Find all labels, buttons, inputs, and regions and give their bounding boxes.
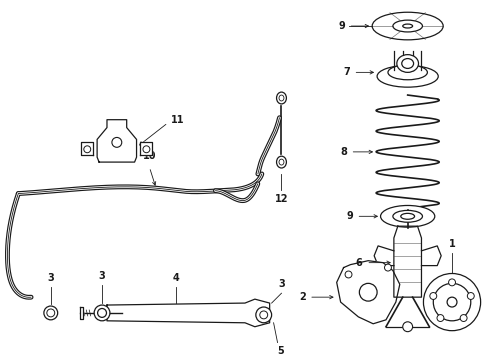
Text: 6: 6 <box>356 258 362 267</box>
Polygon shape <box>394 226 421 297</box>
Ellipse shape <box>143 146 150 153</box>
Text: 11: 11 <box>171 115 185 125</box>
Ellipse shape <box>359 283 377 301</box>
Text: 7: 7 <box>344 67 350 77</box>
Text: 3: 3 <box>278 279 285 289</box>
Ellipse shape <box>279 159 284 165</box>
Text: 3: 3 <box>98 271 105 282</box>
Ellipse shape <box>401 213 415 219</box>
Ellipse shape <box>47 309 55 317</box>
Text: 8: 8 <box>341 147 347 157</box>
Text: 5: 5 <box>277 346 284 356</box>
Text: 10: 10 <box>143 151 156 161</box>
Ellipse shape <box>393 210 422 222</box>
Ellipse shape <box>44 306 58 320</box>
Ellipse shape <box>467 293 474 300</box>
Text: 2: 2 <box>299 292 306 302</box>
Polygon shape <box>80 307 83 319</box>
Ellipse shape <box>84 146 91 153</box>
Ellipse shape <box>448 279 456 286</box>
Ellipse shape <box>377 66 438 87</box>
Polygon shape <box>81 142 93 155</box>
Polygon shape <box>337 261 400 324</box>
Ellipse shape <box>385 264 392 271</box>
Ellipse shape <box>279 95 284 101</box>
Text: 12: 12 <box>275 194 288 204</box>
Ellipse shape <box>372 12 443 40</box>
Ellipse shape <box>388 65 427 80</box>
Ellipse shape <box>447 297 457 307</box>
Ellipse shape <box>403 24 413 28</box>
Ellipse shape <box>98 309 106 318</box>
Ellipse shape <box>260 311 268 319</box>
Text: 4: 4 <box>172 273 179 283</box>
Ellipse shape <box>381 206 435 227</box>
Polygon shape <box>107 299 270 327</box>
Polygon shape <box>97 120 137 162</box>
Ellipse shape <box>423 274 481 331</box>
Ellipse shape <box>276 156 287 168</box>
Ellipse shape <box>276 92 287 104</box>
Ellipse shape <box>345 271 352 278</box>
Ellipse shape <box>437 315 444 321</box>
Ellipse shape <box>397 55 418 72</box>
Ellipse shape <box>393 20 422 32</box>
Polygon shape <box>141 142 152 155</box>
Ellipse shape <box>112 138 122 147</box>
Ellipse shape <box>94 305 110 321</box>
Ellipse shape <box>402 59 414 68</box>
Ellipse shape <box>430 293 437 300</box>
Text: 1: 1 <box>449 239 455 249</box>
Text: 9: 9 <box>347 211 353 221</box>
Ellipse shape <box>256 307 271 323</box>
Text: 3: 3 <box>48 273 54 283</box>
Ellipse shape <box>460 315 467 321</box>
Text: 9: 9 <box>339 21 345 31</box>
Ellipse shape <box>403 322 413 332</box>
Ellipse shape <box>433 283 471 321</box>
